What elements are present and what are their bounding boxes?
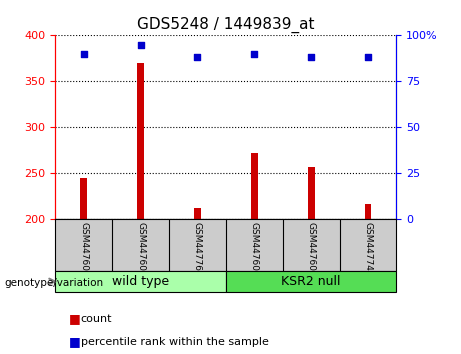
Bar — [194, 209, 201, 219]
Text: ■: ■ — [69, 312, 81, 325]
Bar — [137, 63, 144, 219]
Text: GSM447605: GSM447605 — [250, 222, 259, 277]
Text: count: count — [81, 314, 112, 324]
Bar — [365, 204, 372, 219]
Bar — [80, 178, 87, 219]
Text: percentile rank within the sample: percentile rank within the sample — [81, 337, 269, 347]
Text: GSM447606: GSM447606 — [79, 222, 88, 277]
Text: GSM447749: GSM447749 — [364, 222, 372, 277]
Text: GSM447607: GSM447607 — [307, 222, 316, 277]
Text: GSM447768: GSM447768 — [193, 222, 202, 277]
Text: ■: ■ — [69, 335, 81, 348]
Bar — [251, 153, 258, 219]
Text: KSR2 null: KSR2 null — [281, 275, 341, 288]
Point — [364, 55, 372, 60]
Point — [137, 42, 144, 47]
Point — [194, 55, 201, 60]
Title: GDS5248 / 1449839_at: GDS5248 / 1449839_at — [137, 16, 315, 33]
Bar — [308, 167, 314, 219]
Text: genotype/variation: genotype/variation — [5, 278, 104, 288]
Point — [307, 55, 315, 60]
Point — [80, 51, 88, 57]
Text: wild type: wild type — [112, 275, 169, 288]
Bar — [55, 271, 226, 292]
Bar — [226, 271, 396, 292]
Point — [251, 51, 258, 57]
Text: GSM447609: GSM447609 — [136, 222, 145, 277]
